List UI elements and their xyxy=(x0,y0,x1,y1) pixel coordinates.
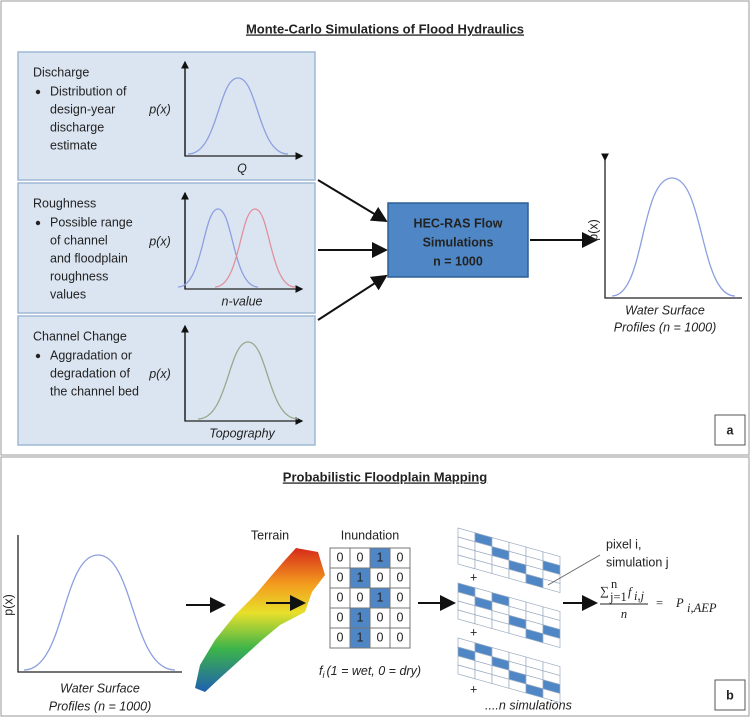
lower: j=1 xyxy=(609,590,627,604)
cell-value: 0 xyxy=(397,610,404,624)
x-label: Profiles (n = 1000) xyxy=(49,699,151,713)
input-text: Possible range xyxy=(50,215,133,229)
terrain-map xyxy=(195,548,325,692)
cell-value: 1 xyxy=(357,570,364,584)
y-label: p(x) xyxy=(148,102,171,116)
inundation-grid: 00100100001001000100 xyxy=(330,548,410,648)
formula: ∑ n j=1 f i,j n = P i,AEP xyxy=(600,577,717,621)
model-text: HEC-RAS Flow xyxy=(414,216,503,230)
diagram: Monte-Carlo Simulations of Flood Hydraul… xyxy=(0,0,750,717)
cell-value: 0 xyxy=(397,590,404,604)
x-label: Profiles (n = 1000) xyxy=(614,320,716,334)
model-text: n = 1000 xyxy=(433,254,483,268)
plus: + xyxy=(470,682,477,696)
x-label: Topography xyxy=(209,426,275,440)
cell-value: 0 xyxy=(337,630,344,644)
y-label: p(x) xyxy=(1,594,15,616)
terrain-label: Terrain xyxy=(251,528,289,542)
term-sub: i,j xyxy=(634,589,645,603)
bullet xyxy=(36,90,40,94)
panel-title: Monte-Carlo Simulations of Flood Hydraul… xyxy=(246,21,524,36)
input-title: Channel Change xyxy=(33,329,127,343)
x-label: Water Surface xyxy=(625,303,705,317)
y-label: p(x) xyxy=(148,234,171,248)
plus: + xyxy=(470,570,477,584)
input-text: estimate xyxy=(50,138,97,152)
input-title: Discharge xyxy=(33,65,89,79)
cell-value: 0 xyxy=(357,590,364,604)
y-label: p(x) xyxy=(586,219,600,241)
arrow xyxy=(318,180,386,221)
input-text: Aggradation or xyxy=(50,348,132,362)
caption: ....n simulations xyxy=(485,698,572,712)
input-text: roughness xyxy=(50,269,108,283)
bullet xyxy=(36,354,40,358)
cell-value: 0 xyxy=(337,550,344,564)
cell-value: 1 xyxy=(377,590,384,604)
axis xyxy=(605,160,742,298)
input-title: Roughness xyxy=(33,196,96,210)
cell-value: 0 xyxy=(397,630,404,644)
cell-value: 0 xyxy=(397,570,404,584)
cell-value: 0 xyxy=(377,630,384,644)
inputs: Discharge Distribution of design-year disch… xyxy=(18,52,315,445)
x-label: Q xyxy=(237,161,247,175)
curve xyxy=(24,555,175,670)
x-label: n-value xyxy=(222,294,263,308)
input-text: Distribution of xyxy=(50,84,127,98)
cell-value: 1 xyxy=(357,610,364,624)
pixel-label: pixel i, xyxy=(606,537,641,551)
model-text: Simulations xyxy=(423,235,494,249)
simulation-stack xyxy=(458,528,560,703)
sum: ∑ xyxy=(600,584,609,598)
term: f xyxy=(628,585,633,599)
curve xyxy=(612,178,735,296)
denominator: n xyxy=(621,607,627,621)
caption-text: (1 = wet, 0 = dry) xyxy=(327,664,421,678)
cell-value: 0 xyxy=(397,550,404,564)
cell-value: 0 xyxy=(337,610,344,624)
input-text: design-year xyxy=(50,102,115,116)
panel-title: Probabilistic Floodplain Mapping xyxy=(283,469,487,484)
bullet xyxy=(36,221,40,225)
result: P xyxy=(675,596,684,610)
panel-label: a xyxy=(727,423,735,437)
panel-label: b xyxy=(726,688,734,702)
cell-value: 1 xyxy=(377,550,384,564)
plus: + xyxy=(470,625,477,639)
cell-value: 0 xyxy=(357,550,364,564)
cell-value: 1 xyxy=(357,630,364,644)
inundation-title: Inundation xyxy=(341,528,399,542)
input-text: of channel xyxy=(50,233,108,247)
result-sub: i,AEP xyxy=(687,601,717,615)
x-label: Water Surface xyxy=(60,681,140,695)
pixel-label: simulation j xyxy=(606,555,669,569)
arrow xyxy=(318,276,386,320)
subscript: i xyxy=(323,670,326,680)
input-text: discharge xyxy=(50,120,104,134)
cell-value: 0 xyxy=(337,570,344,584)
cell-value: 0 xyxy=(337,590,344,604)
caption: fi(1 = wet, 0 = dry) xyxy=(319,664,421,680)
equals: = xyxy=(656,596,663,610)
cell-value: 0 xyxy=(377,610,384,624)
input-text: degradation of xyxy=(50,366,130,380)
upper: n xyxy=(611,577,618,591)
input-text: values xyxy=(50,287,86,301)
y-label: p(x) xyxy=(148,367,171,381)
input-text: and floodplain xyxy=(50,251,128,265)
cell-value: 0 xyxy=(377,570,384,584)
input-text: the channel bed xyxy=(50,384,139,398)
